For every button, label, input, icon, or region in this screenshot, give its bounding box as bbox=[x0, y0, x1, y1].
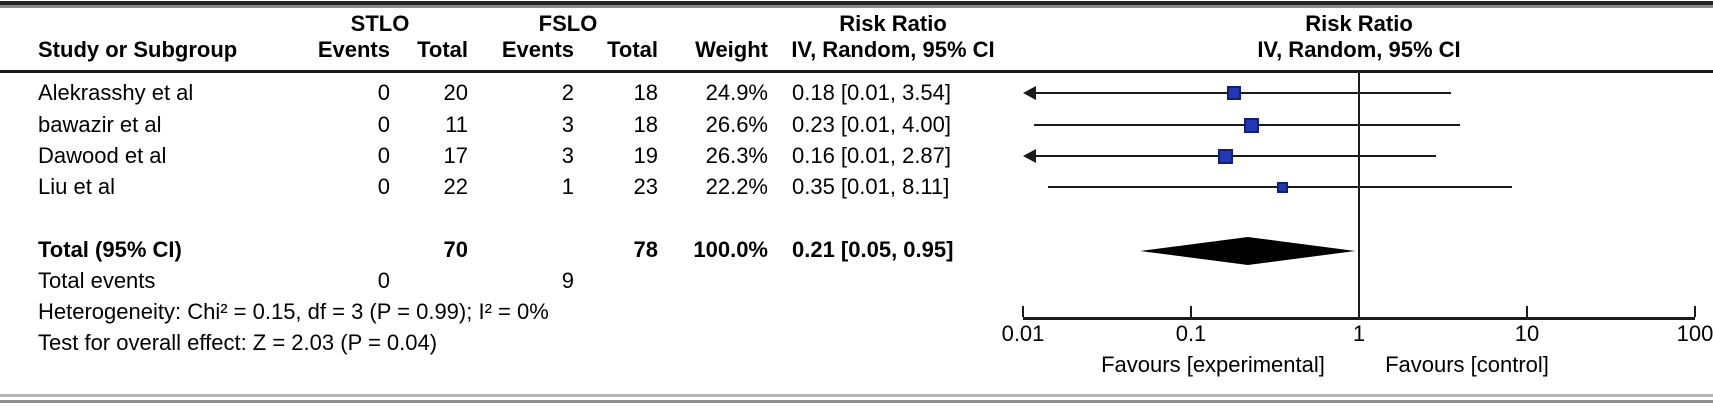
axis-tick bbox=[1525, 306, 1529, 317]
total-weight: 100.0% bbox=[693, 237, 768, 262]
total-exp-n: 70 bbox=[443, 237, 468, 262]
total-row-label: Total (95% CI) bbox=[38, 237, 182, 262]
effect-marker bbox=[1217, 148, 1233, 164]
rr-column-subtitle: IV, Random, 95% CI bbox=[791, 37, 995, 62]
study-name: bawazir et al bbox=[38, 112, 162, 137]
events-exp-cell: 0 bbox=[377, 174, 390, 199]
total-ctrl-cell: 19 bbox=[633, 143, 658, 168]
summary-diamond bbox=[1140, 237, 1356, 265]
effect-marker bbox=[1244, 117, 1260, 133]
header-underline bbox=[0, 70, 1713, 73]
x-axis-line bbox=[1023, 317, 1695, 320]
study-col-header: Study or Subgroup bbox=[38, 37, 238, 62]
bottom-rule-outer bbox=[0, 394, 1713, 397]
weight-cell: 22.2% bbox=[705, 174, 768, 199]
axis-tick-label: 0.1 bbox=[1175, 321, 1207, 346]
events-ctrl-cell: 3 bbox=[561, 143, 574, 168]
axis-tick-label: 1 bbox=[1352, 321, 1366, 346]
events-exp-cell: 0 bbox=[377, 80, 390, 105]
weight-cell: 26.6% bbox=[705, 112, 768, 137]
total1-col-header: Total bbox=[417, 37, 468, 62]
ci-line bbox=[1035, 91, 1452, 95]
rr-plot-subtitle: IV, Random, 95% CI bbox=[1257, 37, 1461, 62]
axis-tick-label: 10 bbox=[1514, 321, 1540, 346]
weight-col-header: Weight bbox=[695, 37, 768, 62]
axis-tick bbox=[1357, 306, 1361, 317]
rr-column-title: Risk Ratio bbox=[839, 11, 947, 36]
top-rule bbox=[0, 1, 1713, 8]
ci-text-cell: 0.23 [0.01, 4.00] bbox=[792, 112, 952, 137]
weight-cell: 26.3% bbox=[705, 143, 768, 168]
total-ctrl-n: 78 bbox=[633, 237, 658, 262]
weight-cell: 24.9% bbox=[705, 80, 768, 105]
heterogeneity-text: Heterogeneity: Chi² = 0.15, df = 3 (P = … bbox=[38, 299, 549, 324]
events-ctrl-cell: 1 bbox=[561, 174, 574, 199]
study-name: Dawood et al bbox=[38, 143, 167, 168]
total-exp-cell: 20 bbox=[443, 80, 468, 105]
effect-marker bbox=[1226, 86, 1241, 100]
study-name: Alekrasshy et al bbox=[38, 80, 194, 105]
total-ctrl-cell: 18 bbox=[633, 112, 658, 137]
total-exp-cell: 11 bbox=[445, 112, 468, 137]
total-ctrl-cell: 23 bbox=[633, 174, 658, 199]
total-events-ctrl: 9 bbox=[561, 268, 574, 293]
axis-tick bbox=[1021, 306, 1025, 317]
events-exp-cell: 0 bbox=[377, 143, 390, 168]
events2-col-header: Events bbox=[501, 37, 574, 62]
left-arrow-icon bbox=[1023, 149, 1036, 163]
total-events-exp: 0 bbox=[377, 268, 390, 293]
total-events-label: Total events bbox=[38, 268, 156, 293]
total-ctrl-cell: 18 bbox=[633, 80, 658, 105]
total-exp-cell: 22 bbox=[443, 174, 468, 199]
bottom-rule-inner bbox=[0, 400, 1713, 403]
total-ci: 0.21 [0.05, 0.95] bbox=[792, 237, 954, 262]
axis-tick-label: 100 bbox=[1676, 321, 1713, 346]
null-effect-line bbox=[1357, 73, 1361, 317]
group1-header: STLO bbox=[350, 11, 410, 36]
ci-text-cell: 0.16 [0.01, 2.87] bbox=[792, 143, 952, 168]
events-exp-cell: 0 bbox=[377, 112, 390, 137]
favours-right-label: Favours [control] bbox=[1385, 352, 1549, 377]
ci-text-cell: 0.35 [0.01, 8.11] bbox=[792, 174, 950, 199]
rr-plot-title: Risk Ratio bbox=[1305, 11, 1413, 36]
total-exp-cell: 17 bbox=[443, 143, 468, 168]
events-ctrl-cell: 2 bbox=[561, 80, 574, 105]
left-arrow-icon bbox=[1023, 86, 1036, 100]
overall-effect-text: Test for overall effect: Z = 2.03 (P = 0… bbox=[38, 330, 438, 355]
ci-line bbox=[1035, 154, 1436, 158]
axis-tick bbox=[1189, 306, 1193, 317]
effect-marker bbox=[1276, 181, 1288, 193]
ci-text-cell: 0.18 [0.01, 3.54] bbox=[792, 80, 952, 105]
axis-tick-label: 0.01 bbox=[1001, 321, 1045, 346]
study-name: Liu et al bbox=[38, 174, 116, 199]
favours-left-label: Favours [experimental] bbox=[1101, 352, 1325, 377]
total2-col-header: Total bbox=[607, 37, 658, 62]
group2-header: FSLO bbox=[538, 11, 598, 36]
axis-tick bbox=[1693, 306, 1697, 317]
events1-col-header: Events bbox=[317, 37, 390, 62]
events-ctrl-cell: 3 bbox=[561, 112, 574, 137]
